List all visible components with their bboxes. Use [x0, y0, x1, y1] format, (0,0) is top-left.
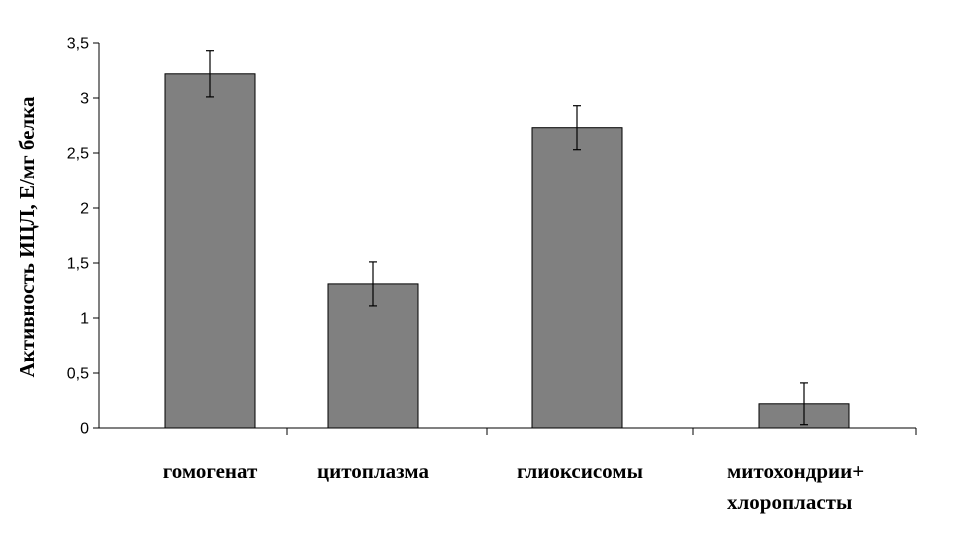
x-axis-ticks: [286, 428, 917, 435]
y-axis-ticks: 0 0,5 1 1,5 2 2,5 3 3,5: [67, 36, 99, 438]
category-label: глиоксисомы: [517, 459, 643, 483]
y-tick-label: 3: [80, 91, 89, 108]
bar: [327, 283, 419, 429]
category-label: хлоропласты: [727, 490, 852, 514]
error-bars: [206, 50, 808, 426]
category-labels: гомогенат цитоплазма глиоксисомы митохондри…: [163, 459, 864, 514]
bar: [531, 127, 623, 429]
bars: [164, 73, 850, 429]
category-label: гомогенат: [163, 459, 258, 483]
y-tick-label: 2: [80, 201, 89, 218]
error-bar: [800, 382, 808, 426]
y-axis-title-group: Активность ИЦЛ, Е/мг белка: [15, 96, 39, 377]
bar: [164, 73, 256, 429]
category-label: цитоплазма: [317, 459, 429, 483]
y-tick-label: 3,5: [67, 36, 89, 53]
error-bar: [369, 261, 377, 307]
error-bar: [573, 105, 581, 151]
error-bar: [206, 50, 214, 98]
y-tick-label: 2,5: [67, 146, 89, 163]
category-label: митохондрии+: [727, 459, 864, 483]
y-tick-label: 1,5: [67, 256, 89, 273]
y-tick-label: 0,5: [67, 366, 89, 383]
y-tick-label: 0: [80, 421, 89, 438]
y-tick-label: 1: [80, 311, 89, 328]
y-axis-title: Активность ИЦЛ, Е/мг белка: [15, 96, 39, 377]
axes: [98, 43, 916, 429]
